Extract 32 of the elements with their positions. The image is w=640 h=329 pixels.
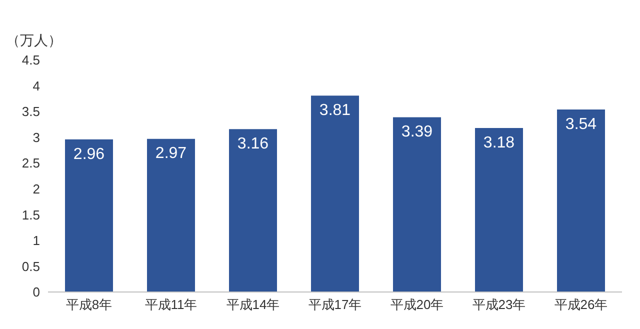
data-label: 2.97	[155, 145, 187, 162]
bar	[475, 128, 523, 292]
x-tick-label: 平成17年	[308, 297, 362, 312]
bar	[557, 109, 605, 292]
bar	[229, 129, 277, 292]
x-tick-label: 平成23年	[472, 297, 526, 312]
data-label: 3.54	[565, 116, 597, 133]
y-tick-label: 2.5	[22, 156, 40, 171]
data-label: 3.16	[237, 135, 269, 152]
y-tick-label: 3	[32, 130, 40, 145]
bar	[393, 117, 441, 292]
y-tick-label: 1	[32, 233, 40, 248]
data-label: 3.18	[483, 134, 515, 152]
data-label: 3.39	[401, 124, 433, 141]
x-tick-label: 平成26年	[554, 297, 608, 312]
x-tick-label: 平成8年	[66, 297, 112, 312]
y-tick-label: 1.5	[22, 207, 40, 222]
y-axis-title: （万人）	[6, 32, 62, 50]
y-tick-label: 2	[32, 182, 40, 197]
bar	[147, 138, 195, 292]
y-tick-label: 3.5	[22, 104, 40, 120]
y-tick-label: 0.5	[22, 258, 40, 274]
data-label: 2.96	[73, 146, 105, 163]
x-tick-label: 平成11年	[144, 297, 198, 312]
y-tick-label: 4.5	[22, 52, 40, 68]
data-label: 3.81	[319, 102, 351, 119]
bar	[311, 96, 359, 292]
x-tick-label: 平成20年	[390, 297, 444, 312]
bar	[65, 139, 113, 292]
y-tick-label: 4	[32, 78, 40, 94]
x-tick-label: 平成14年	[226, 297, 280, 312]
y-tick-label: 0	[32, 284, 40, 300]
